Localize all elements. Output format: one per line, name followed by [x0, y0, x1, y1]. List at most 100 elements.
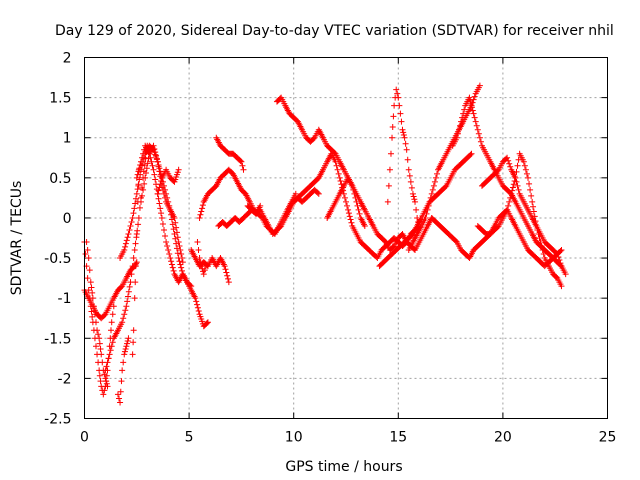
data-point — [557, 260, 564, 267]
data-point — [237, 157, 244, 164]
x-tick-label: 0 — [80, 430, 89, 446]
data-point — [135, 168, 142, 175]
data-point — [197, 259, 204, 266]
data-point — [150, 142, 157, 149]
data-point — [159, 186, 166, 193]
data-point — [540, 251, 547, 258]
data-point — [126, 283, 133, 290]
data-point — [106, 351, 113, 358]
data-point — [556, 257, 563, 264]
data-point — [168, 258, 175, 265]
data-point — [467, 97, 474, 104]
data-point — [143, 165, 150, 172]
data-point — [118, 378, 125, 385]
data-point — [174, 234, 181, 241]
data-point — [139, 154, 146, 161]
data-point — [393, 86, 400, 93]
data-point — [199, 202, 206, 209]
data-point — [130, 327, 137, 334]
data-point — [122, 345, 129, 352]
data-point — [197, 211, 204, 218]
data-point — [477, 138, 484, 145]
x-tick-label: 5 — [185, 430, 194, 446]
data-point — [522, 166, 529, 173]
data-point — [102, 375, 109, 382]
data-point — [387, 150, 394, 157]
data-point — [128, 271, 135, 278]
y-tick-label: -0.5 — [44, 251, 71, 267]
data-point — [424, 206, 431, 213]
data-point — [514, 182, 521, 189]
data-point — [426, 198, 433, 205]
data-point — [310, 135, 317, 142]
data-point — [193, 298, 200, 305]
data-point — [557, 248, 564, 255]
data-point — [468, 104, 475, 111]
data-point — [103, 363, 110, 370]
data-point — [196, 214, 203, 221]
data-point — [240, 166, 247, 173]
data-point — [169, 264, 176, 271]
series-tr4 — [102, 142, 151, 374]
data-point — [135, 221, 142, 228]
data-point — [152, 149, 159, 156]
data-point — [124, 337, 131, 344]
data-point — [410, 193, 417, 200]
data-point — [223, 269, 230, 276]
series-tr10 — [154, 166, 182, 197]
data-point — [137, 161, 144, 168]
data-point — [453, 134, 460, 141]
data-point — [334, 166, 341, 173]
data-point — [177, 247, 184, 254]
data-point — [452, 238, 459, 245]
data-point — [411, 196, 418, 203]
data-point — [102, 367, 109, 374]
y-axis-label: SDTVAR / TECUs — [9, 181, 25, 296]
data-point — [125, 293, 132, 300]
data-point — [194, 239, 201, 246]
data-point — [107, 347, 114, 354]
data-point — [120, 315, 127, 322]
chart-title: Day 129 of 2020, Sidereal Day-to-day VTE… — [55, 23, 614, 39]
data-point — [525, 174, 532, 181]
x-axis-label: GPS time / hours — [285, 459, 402, 475]
data-point — [150, 166, 157, 173]
data-point — [95, 331, 102, 338]
data-point — [101, 387, 108, 394]
data-point — [507, 194, 514, 201]
data-point — [137, 158, 144, 165]
data-point — [389, 134, 396, 141]
data-point — [101, 312, 108, 319]
data-point — [135, 181, 142, 188]
data-point — [558, 283, 565, 290]
data-point — [103, 378, 110, 385]
data-point — [121, 348, 128, 355]
data-point — [198, 208, 205, 215]
data-point — [97, 345, 104, 352]
data-point — [125, 288, 132, 295]
data-point — [163, 239, 170, 246]
data-point — [122, 243, 129, 250]
y-tick-label: -2 — [58, 371, 72, 387]
data-point — [399, 126, 406, 133]
data-point — [84, 247, 91, 254]
data-point — [224, 272, 231, 279]
data-point — [178, 264, 185, 271]
data-point — [398, 118, 405, 125]
data-point — [521, 162, 528, 169]
data-point — [390, 113, 397, 120]
plot-frame — [84, 57, 608, 419]
data-point — [468, 150, 475, 157]
data-point — [192, 295, 199, 302]
series-tr9 — [137, 142, 186, 266]
data-point — [530, 203, 537, 210]
series-tr21 — [384, 86, 423, 229]
data-point — [136, 165, 143, 172]
data-point — [204, 319, 211, 326]
data-point — [538, 243, 545, 250]
data-point — [196, 255, 203, 262]
data-point — [529, 198, 536, 205]
data-point — [133, 174, 140, 181]
data-point — [148, 158, 155, 165]
